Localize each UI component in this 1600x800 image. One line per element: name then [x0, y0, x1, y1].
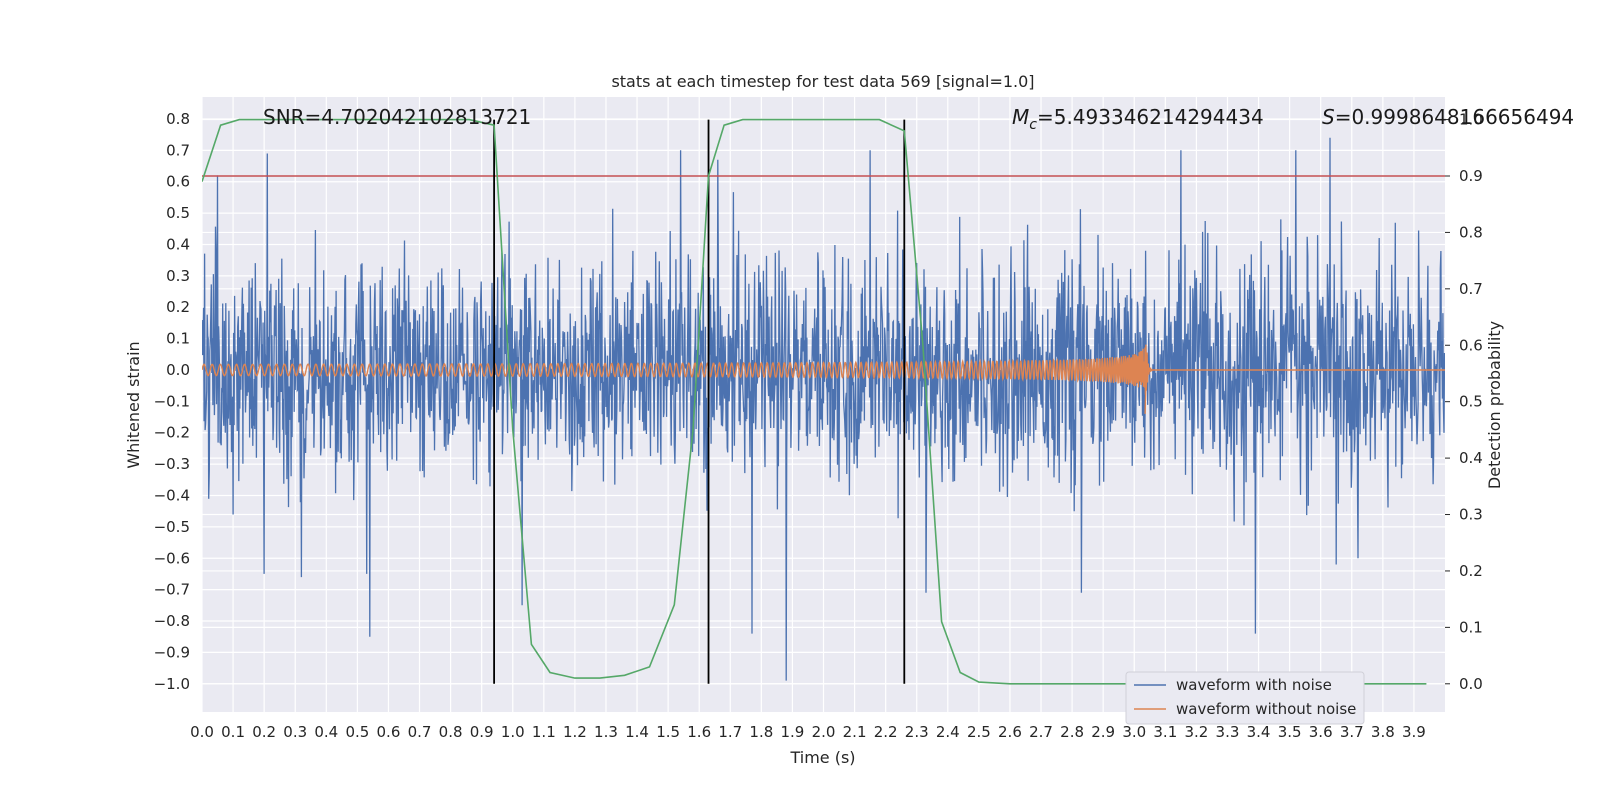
y-left-tick-label: −0.7: [154, 581, 190, 599]
y-right-tick-label: 0.4: [1459, 449, 1483, 467]
y-right-tick-label: 0.1: [1459, 618, 1483, 636]
score-annotation: S=0.9998648166656494: [1322, 105, 1574, 129]
series-waveform-with-noise: [202, 137, 1445, 681]
x-tick-label: 0.0: [190, 723, 214, 741]
x-tick-label: 2.8: [1060, 723, 1084, 741]
x-tick-label: 3.0: [1122, 723, 1146, 741]
x-tick-label: 1.1: [532, 723, 556, 741]
score-value: =0.9998648166656494: [1335, 105, 1574, 129]
x-tick-label: 1.3: [594, 723, 618, 741]
y-left-tick-label: 0.5: [166, 204, 190, 222]
x-tick-label: 2.5: [967, 723, 991, 741]
x-axis-label: Time (s): [789, 748, 855, 767]
x-tick-label: 1.8: [749, 723, 773, 741]
y-left-tick-label: 0.4: [166, 235, 190, 253]
x-tick-label: 0.3: [283, 723, 307, 741]
y-left-tick-labels: 0.8 0.7 0.6 0.5 0.4 0.3 0.2 0.1 0.0 −0.1 −0.2 −0.3 −…: [154, 110, 190, 693]
x-tick-label: 1.2: [563, 723, 587, 741]
y-left-tick-label: −0.1: [154, 392, 190, 410]
y-left-tick-label: −0.6: [154, 549, 190, 567]
y-left-tick-label: 0.0: [166, 361, 190, 379]
x-tick-label: 3.3: [1216, 723, 1240, 741]
chirp-mass-subscript: c: [1029, 117, 1037, 133]
y-left-tick-label: 0.8: [166, 110, 190, 128]
y-right-tick-labels: 1.0 0.9 0.8 0.7 0.6 0.5 0.4 0.3 0.2 0.1 0.0: [1445, 111, 1483, 693]
x-tick-label: 2.9: [1091, 723, 1115, 741]
x-tick-label: 0.5: [345, 723, 369, 741]
x-tick-label: 0.7: [408, 723, 432, 741]
y-right-tick-label: 1.0: [1459, 111, 1483, 129]
trigger-lines: [493, 119, 906, 684]
x-tick-label: 2.1: [843, 723, 867, 741]
x-tick-label: 2.4: [936, 723, 960, 741]
x-tick-label: 3.9: [1402, 723, 1426, 741]
x-tick-label: 3.1: [1153, 723, 1177, 741]
y-left-tick-label: −0.9: [154, 643, 190, 661]
series-detection-probability: [202, 118, 1427, 685]
y-left-tick-label: 0.7: [166, 141, 190, 159]
y-right-tick-label: 0.5: [1459, 393, 1483, 411]
y-right-tick-label: 0.6: [1459, 336, 1483, 354]
y-left-tick-label: 0.2: [166, 298, 190, 316]
y-left-tick-label: −0.5: [154, 518, 190, 536]
chart-title: stats at each timestep for test data 569…: [611, 72, 1034, 91]
x-tick-label: 2.2: [874, 723, 898, 741]
chirp-mass-value: =5.493346214294434: [1037, 105, 1264, 129]
x-tick-label: 3.6: [1309, 723, 1333, 741]
x-tick-label: 1.5: [656, 723, 680, 741]
snr-annotation: SNR=4.702042102813721: [263, 105, 531, 129]
x-tick-label: 1.7: [718, 723, 742, 741]
x-tick-label: 3.2: [1184, 723, 1208, 741]
y-left-tick-label: 0.1: [166, 330, 190, 348]
x-tick-label: 0.4: [314, 723, 338, 741]
x-tick-label: 2.7: [1029, 723, 1053, 741]
y-right-tick-label: 0.0: [1459, 675, 1483, 693]
y-left-tick-label: −0.2: [154, 424, 190, 442]
y-right-tick-label: 0.7: [1459, 280, 1483, 298]
x-tick-label: 0.1: [221, 723, 245, 741]
x-tick-label: 2.3: [905, 723, 929, 741]
y-left-tick-label: −0.3: [154, 455, 190, 473]
score-symbol: S: [1322, 105, 1335, 129]
y-left-tick-label: 0.3: [166, 267, 190, 285]
x-tick-label: 2.0: [812, 723, 836, 741]
x-tick-label: 3.4: [1247, 723, 1271, 741]
legend-label-clean: waveform without noise: [1176, 700, 1356, 718]
legend-label-noise: waveform with noise: [1176, 676, 1332, 694]
x-tick-label: 2.6: [998, 723, 1022, 741]
x-tick-label: 3.8: [1371, 723, 1395, 741]
chirp-mass-annotation: Mc=5.493346214294434: [1012, 105, 1264, 133]
y-right-tick-label: 0.8: [1459, 223, 1483, 241]
y-left-axis-label: Whitened strain: [124, 341, 143, 468]
series-waveform-without-noise: [202, 344, 1445, 414]
y-right-axis-label: Detection probability: [1485, 321, 1504, 489]
x-tick-label: 1.0: [501, 723, 525, 741]
y-left-tick-label: 0.6: [166, 173, 190, 191]
x-tick-label: 1.4: [625, 723, 649, 741]
x-tick-label: 3.5: [1278, 723, 1302, 741]
legend-box: [1125, 671, 1365, 725]
y-left-tick-label: −1.0: [154, 675, 190, 693]
x-tick-label: 0.2: [252, 723, 276, 741]
x-tick-label: 0.9: [470, 723, 494, 741]
y-right-tick-label: 0.9: [1459, 167, 1483, 185]
y-left-tick-label: −0.4: [154, 486, 190, 504]
y-left-tick-label: −0.8: [154, 612, 190, 630]
x-tick-label: 0.6: [377, 723, 401, 741]
x-tick-labels: 0.0 0.1 0.2 0.3 0.4 0.5 0.6 0.7 0.8 0.9 1.0 1.1 1.2 1…: [190, 723, 1426, 741]
x-tick-label: 1.6: [687, 723, 711, 741]
x-tick-label: 0.8: [439, 723, 463, 741]
y-right-tick-label: 0.3: [1459, 506, 1483, 524]
y-right-tick-label: 0.2: [1459, 562, 1483, 580]
x-tick-label: 1.9: [780, 723, 804, 741]
x-tick-label: 3.7: [1340, 723, 1364, 741]
legend: waveform with noise waveform without noi…: [1125, 671, 1365, 725]
chirp-mass-symbol: M: [1012, 105, 1029, 129]
